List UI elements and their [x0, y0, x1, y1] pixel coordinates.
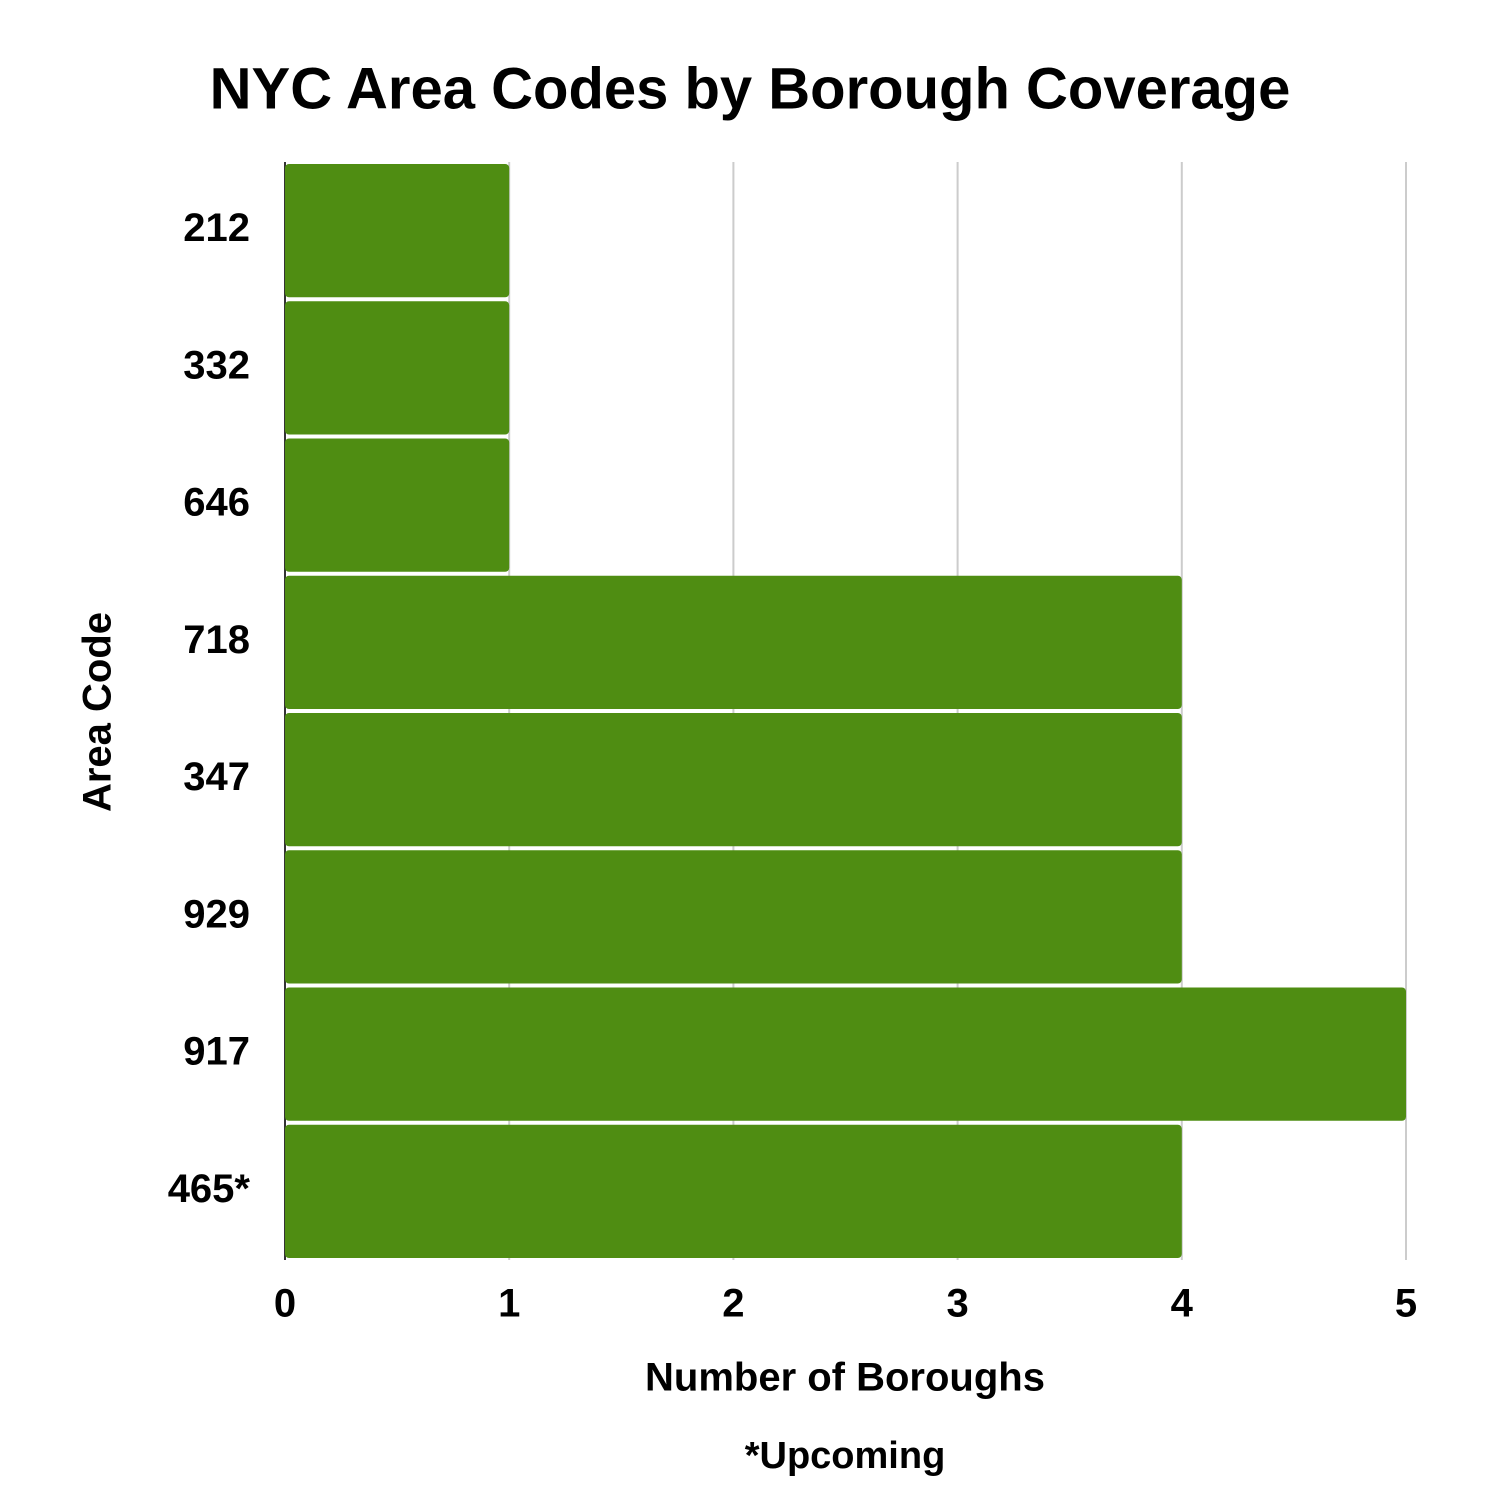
x-tick-label: 0 — [274, 1282, 296, 1326]
y-tick-label: 212 — [183, 206, 250, 250]
chart-title: NYC Area Codes by Borough Coverage — [210, 56, 1291, 121]
y-tick-label: 465* — [168, 1167, 251, 1211]
bar — [285, 713, 1182, 847]
x-tick-label: 4 — [1171, 1282, 1194, 1326]
x-axis-label: Number of Boroughs — [645, 1356, 1045, 1400]
annotation: *Upcoming — [745, 1435, 946, 1477]
bar — [285, 301, 510, 435]
y-tick-label: 332 — [183, 343, 250, 387]
x-tick-label: 1 — [498, 1282, 520, 1326]
y-tick-label: 347 — [183, 755, 250, 799]
y-tick-label: 929 — [183, 892, 250, 936]
y-tick-label: 718 — [183, 618, 250, 662]
bar — [285, 850, 1182, 984]
bar — [285, 438, 510, 572]
bar — [285, 164, 510, 298]
bar — [285, 1124, 1182, 1258]
x-tick-label: 2 — [722, 1282, 744, 1326]
bar — [285, 575, 1182, 709]
y-tick-label: 917 — [183, 1030, 250, 1074]
x-tick-label: 3 — [946, 1282, 968, 1326]
y-axis-label: Area Code — [76, 612, 120, 812]
y-tick-label: 646 — [183, 481, 250, 525]
bar — [285, 987, 1406, 1121]
x-tick-label: 5 — [1395, 1282, 1417, 1326]
